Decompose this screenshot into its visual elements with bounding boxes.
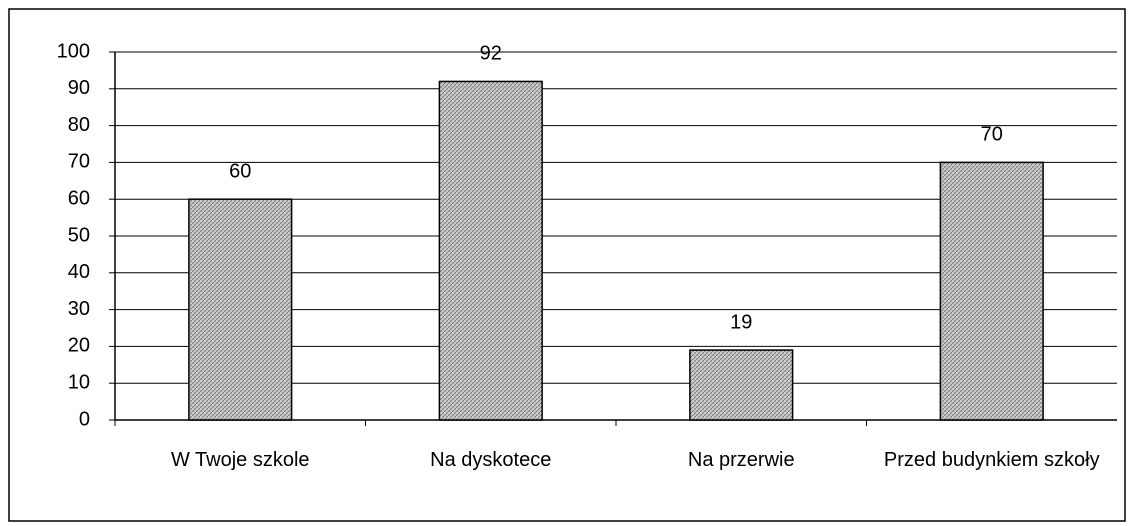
y-tick-label: 50	[68, 224, 90, 246]
bar	[188, 198, 293, 421]
y-tick-label: 60	[68, 187, 90, 209]
y-tick-label: 100	[57, 40, 90, 62]
x-tick-label-box: Przed budynkiem szkoły	[883, 449, 1100, 471]
x-tick-label: Na dyskotece	[430, 449, 552, 471]
y-tick-label: 30	[68, 298, 90, 320]
bar	[438, 80, 543, 421]
frame	[8, 8, 1126, 522]
data-label: 19	[730, 311, 752, 333]
bar	[939, 161, 1044, 421]
y-tick-label: 70	[68, 151, 90, 173]
x-tick-label-box: W Twoje szkole	[170, 449, 310, 471]
x-tick-label: Przed budynkiem szkoły	[883, 449, 1100, 471]
data-label: 60	[229, 160, 251, 182]
data-label: 92	[480, 43, 502, 65]
x-tick-label: W Twoje szkole	[170, 449, 310, 471]
bar	[689, 349, 794, 421]
x-tick-label-box: Na dyskotece	[430, 449, 552, 471]
y-tick-label: 80	[68, 114, 90, 136]
y-tick-label: 90	[68, 77, 90, 99]
data-label: 70	[981, 124, 1003, 146]
y-tick-label: 40	[68, 261, 90, 283]
y-tick-label: 10	[68, 371, 90, 393]
y-tick-label: 20	[68, 335, 90, 357]
x-tick-label-box: Na przerwie	[687, 449, 795, 471]
y-tick-label: 0	[79, 408, 90, 430]
x-tick-label: Na przerwie	[687, 449, 795, 471]
